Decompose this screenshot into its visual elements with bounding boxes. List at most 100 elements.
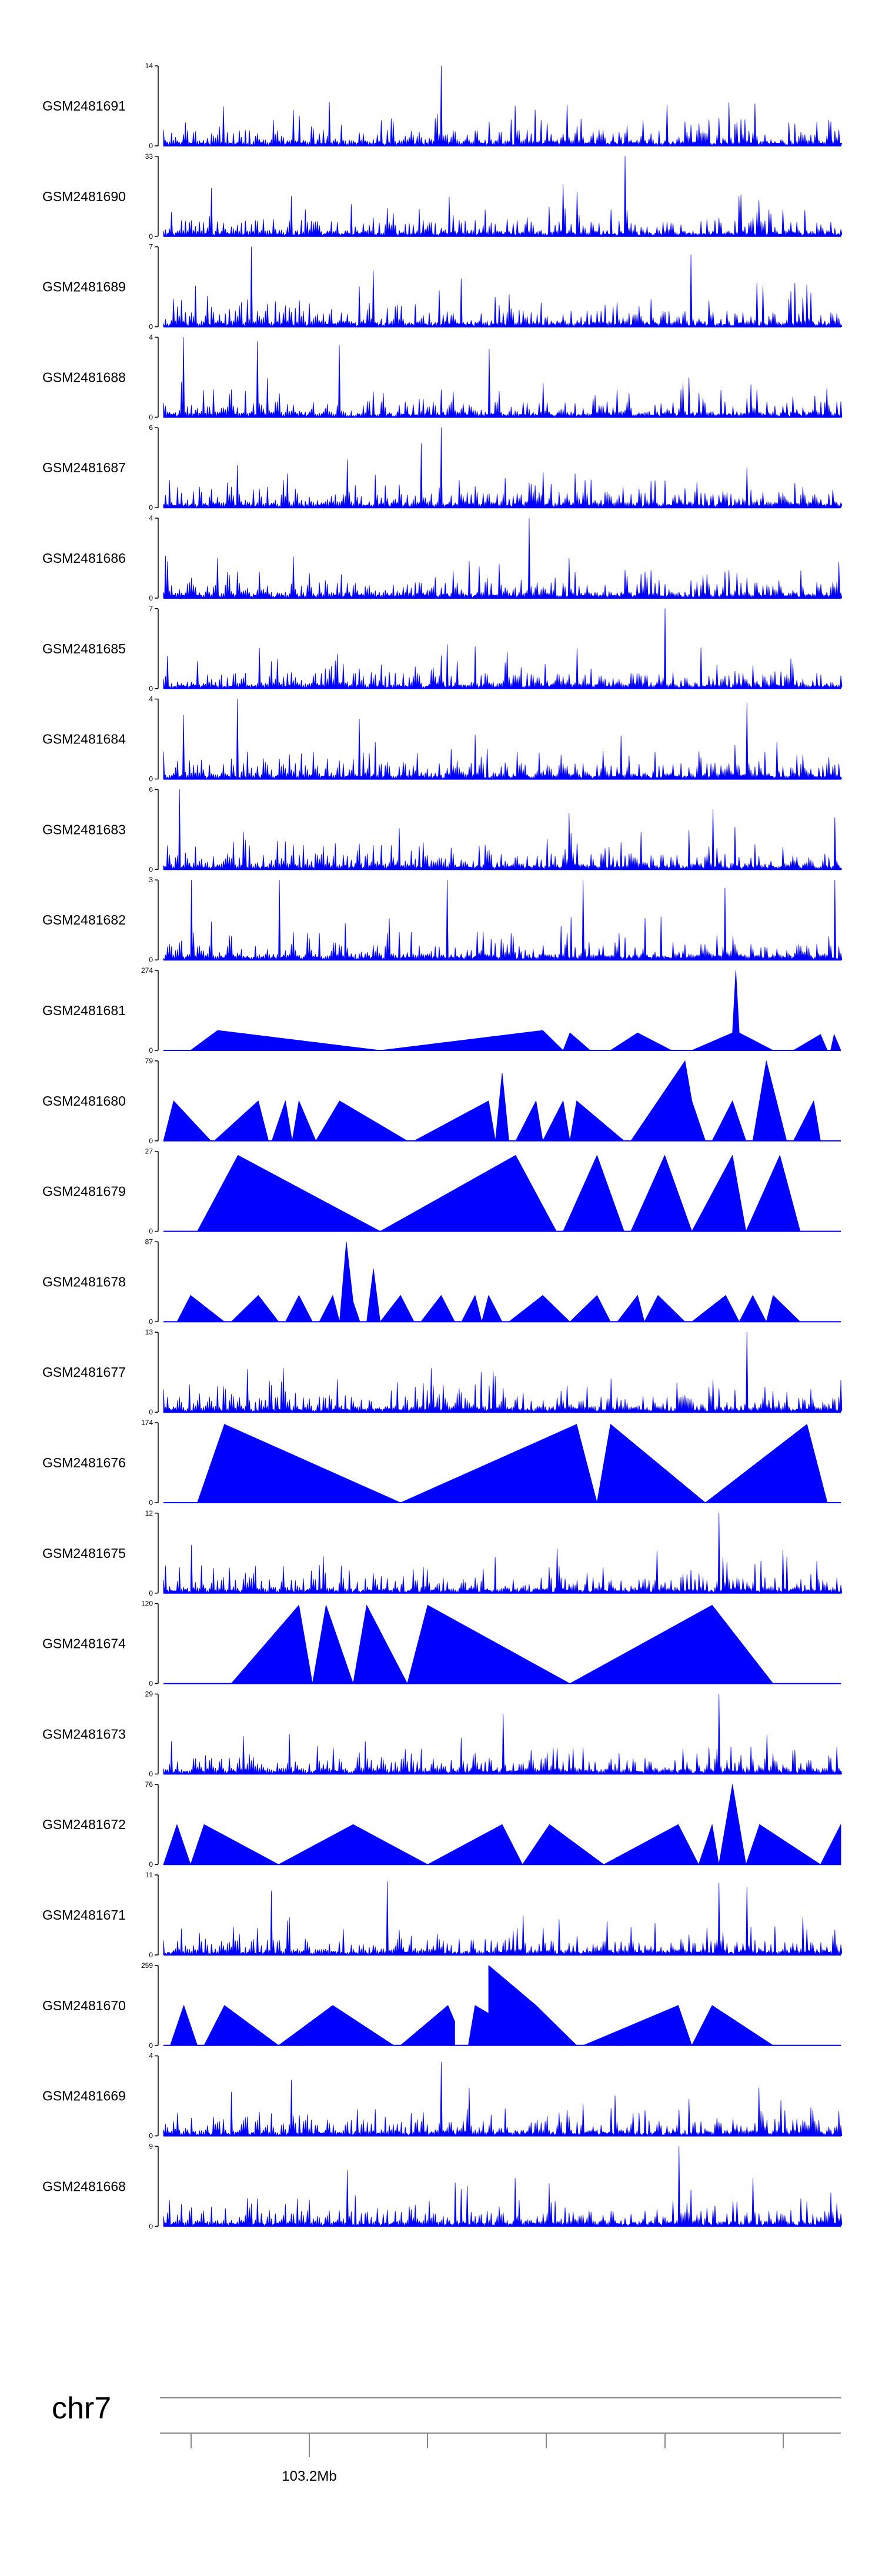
y-max-label: 259 [141,1961,153,1970]
track: GSM2481679 27 0 [42,1147,841,1236]
y-min-label: 0 [149,1227,153,1236]
track: GSM2481681 274 0 [42,966,841,1055]
coverage-area [190,970,841,1051]
y-max-label: 87 [145,1237,153,1246]
y-max-label: 4 [149,2052,153,2060]
y-max-label: 76 [145,1780,153,1788]
y-max-label: 27 [145,1147,153,1156]
track-label: GSM2481672 [42,1817,126,1832]
y-max-label: 79 [145,1057,153,1065]
y-max-label: 6 [149,423,153,432]
y-min-label: 0 [149,594,153,602]
track: GSM2481672 76 0 [42,1780,841,1868]
track: GSM2481683 6 0 [42,785,843,873]
coverage-area [163,427,843,508]
y-min-label: 0 [149,503,153,512]
coverage-area [163,608,843,689]
y-max-label: 4 [149,695,153,703]
y-max-label: 9 [149,2142,153,2150]
y-max-label: 33 [145,152,153,161]
track-label: GSM2481680 [42,1093,126,1109]
y-max-label: 7 [149,243,153,251]
y-max-label: 7 [149,605,153,613]
y-max-label: 4 [149,514,153,522]
coverage-area [163,337,843,418]
coverage-area [163,1060,821,1142]
y-min-label: 0 [149,685,153,693]
track-label: GSM2481678 [42,1274,126,1289]
y-min-label: 0 [149,1589,153,1597]
track: GSM2481674 120 0 [42,1600,841,1688]
y-min-label: 0 [149,1408,153,1416]
track-label: GSM2481676 [42,1455,126,1470]
track: GSM2481676 174 0 [42,1419,841,1507]
track-label: GSM2481686 [42,550,126,566]
y-min-label: 0 [149,323,153,331]
y-min-label: 0 [149,2222,153,2230]
coverage-area [163,518,843,599]
y-max-label: 12 [145,1509,153,1517]
coverage-area [163,2062,843,2137]
y-min-label: 0 [149,2041,153,2050]
y-max-label: 11 [146,1871,153,1879]
coverage-area [230,1604,774,1684]
track-label: GSM2481687 [42,460,126,475]
coverage-area [197,1155,801,1232]
track: GSM2481669 4 0 [42,2052,843,2140]
track: GSM2481673 29 0 [42,1690,843,1778]
y-max-label: 14 [145,62,153,70]
track: GSM2481671 11 0 [42,1871,843,1959]
track: GSM2481682 3 0 [42,876,843,964]
coverage-area [163,1693,843,1774]
coverage-area [163,879,843,960]
y-max-label: 174 [141,1419,153,1427]
track: GSM2481691 14 0 [42,62,843,150]
coverage-area [163,65,843,146]
y-min-label: 0 [149,232,153,241]
track: GSM2481685 7 0 [42,605,843,693]
y-min-label: 0 [149,142,153,150]
track-label: GSM2481690 [42,189,126,204]
track-label: GSM2481685 [42,641,126,656]
y-min-label: 0 [149,865,153,873]
position-label: 103.2Mb [282,2468,336,2484]
y-min-label: 0 [149,1046,153,1055]
y-min-label: 0 [149,1499,153,1507]
track-label: GSM2481674 [42,1636,126,1651]
track: GSM2481678 87 0 [42,1237,841,1326]
y-min-label: 0 [149,1951,153,1959]
y-min-label: 0 [149,1860,153,1868]
track-label: GSM2481671 [42,1907,126,1923]
track: GSM2481677 13 0 [42,1328,843,1416]
track-label: GSM2481691 [42,98,126,114]
y-min-label: 0 [149,1770,153,1778]
coverage-area [163,1332,843,1413]
track-label: GSM2481688 [42,369,126,385]
y-min-label: 0 [149,775,153,783]
track: GSM2481675 12 0 [42,1509,843,1597]
coverage-tracks: GSM2481691140GSM2481690330GSM248168970GS… [42,62,843,2230]
track-label: GSM2481677 [42,1364,126,1380]
track-label: GSM2481681 [42,1003,126,1018]
y-max-label: 4 [149,333,153,341]
track: GSM2481680 79 0 [42,1057,841,1145]
y-min-label: 0 [149,956,153,964]
track-label: GSM2481679 [42,1184,126,1199]
track: GSM2481670 259 0 [42,1961,841,2050]
coverage-area [170,1965,774,2046]
coverage-area [197,1424,828,1503]
coverage-area [163,156,843,237]
track: GSM2481690 33 0 [42,152,843,241]
track: GSM2481668 9 0 [42,2142,843,2230]
chromosome-label: chr7 [52,2391,111,2425]
track-label: GSM2481669 [42,2088,126,2104]
track-label: GSM2481670 [42,1998,126,2013]
coverage-area [163,1513,843,1594]
track: GSM2481686 4 0 [42,514,843,602]
coverage-area [163,789,843,870]
track-label: GSM2481683 [42,822,126,837]
y-min-label: 0 [149,1137,153,1145]
track: GSM2481689 7 0 [42,243,843,331]
y-max-label: 6 [149,785,153,793]
